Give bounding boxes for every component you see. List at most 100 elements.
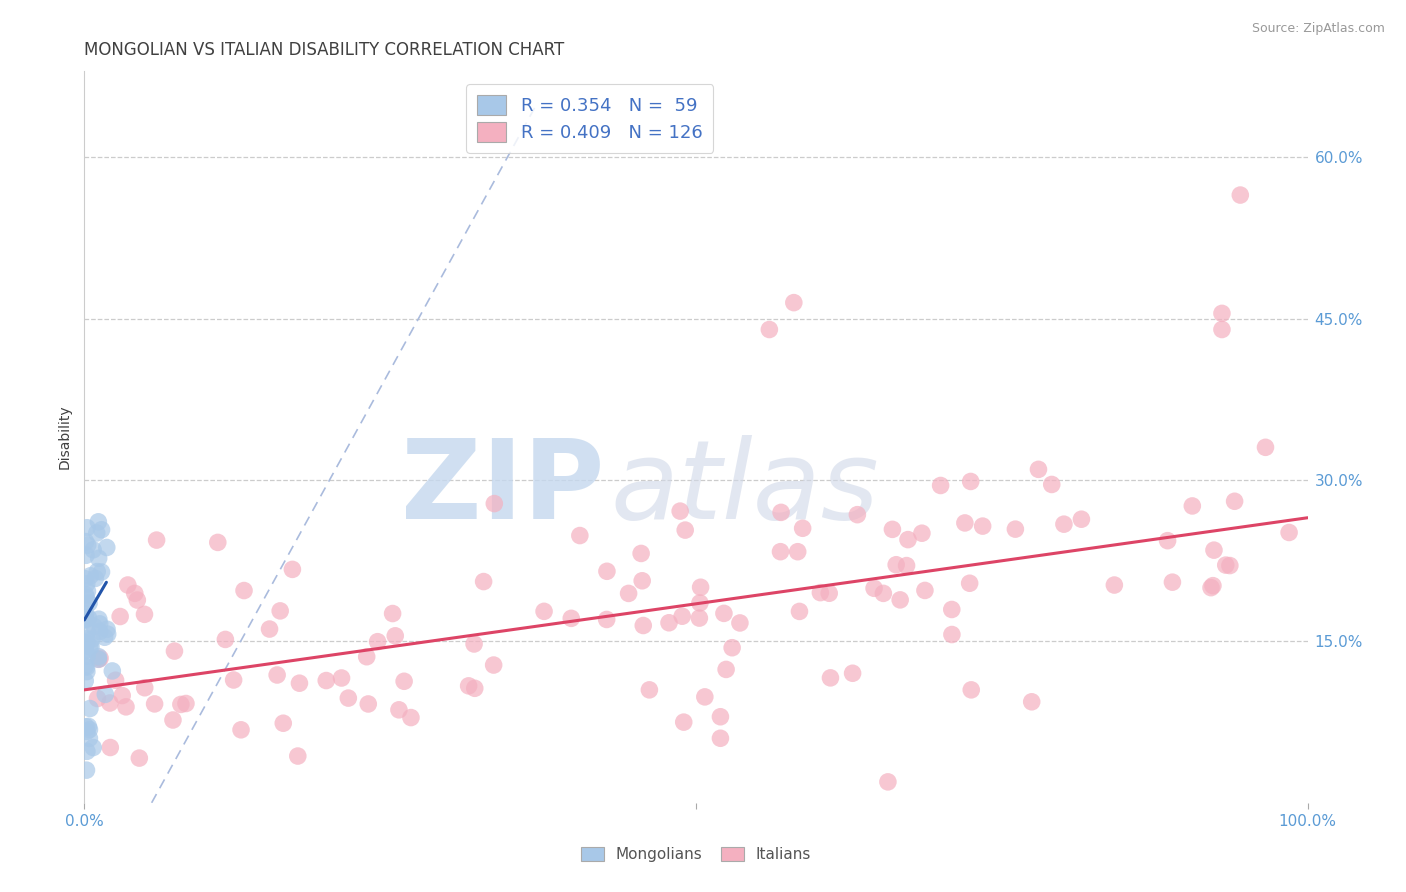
Point [820, 671, 842, 685]
Point [86, 691, 108, 706]
Point [82, 740, 104, 755]
Point [79, 731, 101, 746]
Point [941, 627, 963, 641]
Point [884, 558, 907, 572]
Point [714, 662, 737, 676]
Point [87, 649, 110, 664]
Point [472, 574, 495, 589]
Point [728, 615, 751, 630]
Point [1223, 494, 1246, 508]
Point [73, 639, 96, 653]
Point [960, 682, 983, 697]
Point [101, 664, 124, 678]
Y-axis label: Disability: Disability [58, 405, 72, 469]
Point [357, 697, 380, 711]
Point [73, 612, 96, 626]
Point [972, 519, 994, 533]
Point [233, 583, 256, 598]
Point [87, 515, 110, 529]
Point [87, 652, 110, 666]
Point [911, 526, 934, 541]
Point [174, 697, 197, 711]
Point [162, 713, 184, 727]
Point [214, 632, 236, 647]
Point [381, 607, 404, 621]
Point [808, 585, 831, 599]
Point [863, 582, 886, 596]
Point [77, 719, 100, 733]
Point [76, 632, 98, 646]
Legend: Mongolians, Italians: Mongolians, Italians [575, 840, 817, 868]
Point [709, 710, 731, 724]
Point [163, 644, 186, 658]
Point [75, 591, 97, 605]
Point [96, 622, 118, 636]
Point [80, 640, 103, 654]
Point [98, 696, 121, 710]
Point [73, 572, 96, 586]
Point [841, 666, 863, 681]
Point [98, 740, 121, 755]
Point [929, 478, 952, 492]
Point [82, 542, 104, 557]
Point [288, 676, 311, 690]
Point [124, 586, 146, 600]
Point [689, 596, 711, 610]
Point [399, 710, 422, 724]
Point [533, 604, 555, 618]
Point [73, 601, 96, 615]
Point [1211, 306, 1233, 320]
Point [721, 640, 744, 655]
Point [786, 545, 808, 559]
Point [560, 611, 582, 625]
Point [87, 652, 110, 666]
Point [769, 544, 792, 558]
Point [90, 523, 112, 537]
Point [271, 716, 294, 731]
Point [1211, 322, 1233, 336]
Point [207, 535, 229, 549]
Point [846, 508, 869, 522]
Point [638, 682, 661, 697]
Point [818, 586, 841, 600]
Point [1021, 695, 1043, 709]
Point [1219, 558, 1241, 573]
Point [669, 504, 692, 518]
Point [617, 586, 640, 600]
Point [463, 637, 485, 651]
Point [671, 609, 693, 624]
Point [115, 699, 138, 714]
Point [75, 673, 97, 688]
Point [630, 546, 652, 560]
Point [1104, 578, 1126, 592]
Point [76, 576, 98, 591]
Point [83, 619, 105, 633]
Point [792, 521, 814, 535]
Point [392, 674, 415, 689]
Point [75, 643, 97, 657]
Point [75, 549, 97, 563]
Point [76, 538, 98, 552]
Point [287, 749, 309, 764]
Point [96, 541, 118, 555]
Point [128, 751, 150, 765]
Point [75, 588, 97, 602]
Point [672, 715, 695, 730]
Point [384, 629, 406, 643]
Point [87, 612, 110, 626]
Point [568, 528, 591, 542]
Point [104, 673, 127, 688]
Point [89, 624, 111, 639]
Point [484, 497, 506, 511]
Point [758, 322, 780, 336]
Point [75, 607, 97, 622]
Point [633, 618, 655, 632]
Text: Source: ZipAtlas.com: Source: ZipAtlas.com [1251, 22, 1385, 36]
Point [75, 644, 97, 658]
Point [1053, 517, 1076, 532]
Point [882, 522, 904, 536]
Point [75, 720, 97, 734]
Point [388, 703, 411, 717]
Point [86, 565, 108, 579]
Point [108, 609, 131, 624]
